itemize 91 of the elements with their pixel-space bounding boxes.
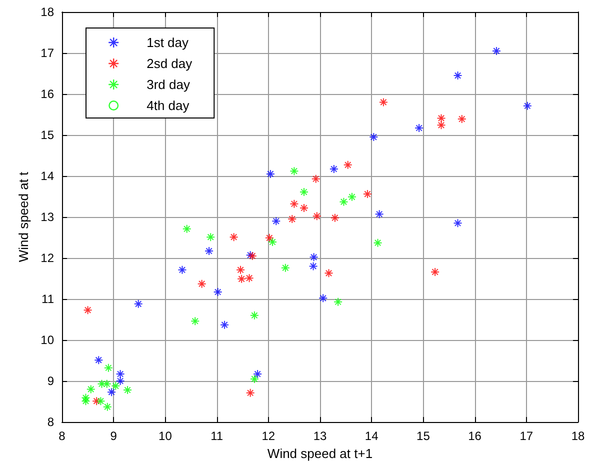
point <box>197 279 206 288</box>
x-tick-label: 12 <box>262 429 276 443</box>
point <box>102 402 112 412</box>
point <box>206 232 216 242</box>
point <box>290 199 299 208</box>
point <box>369 132 378 142</box>
y-tick-label: 14 <box>40 169 54 183</box>
point <box>204 246 214 256</box>
point <box>290 166 299 176</box>
point <box>190 316 200 326</box>
point <box>96 396 106 406</box>
point <box>220 320 230 330</box>
x-tick-label: 17 <box>520 429 534 443</box>
point <box>264 233 274 242</box>
point <box>250 374 259 384</box>
point <box>334 297 343 306</box>
y-tick-label: 9 <box>47 374 54 388</box>
point <box>83 306 92 315</box>
legend-label: 2sd day <box>146 56 193 71</box>
point <box>453 71 462 80</box>
point <box>229 232 238 242</box>
point <box>104 363 113 372</box>
point <box>94 356 104 365</box>
x-tick-label: 13 <box>313 429 327 443</box>
point <box>272 216 281 226</box>
point <box>414 124 424 133</box>
point <box>102 379 112 388</box>
y-tick-label: 13 <box>40 210 54 224</box>
y-tick-label: 10 <box>40 333 54 347</box>
point <box>92 396 102 406</box>
point <box>312 212 322 221</box>
y-tick-label: 18 <box>40 5 54 19</box>
point <box>343 160 352 170</box>
point <box>457 114 466 124</box>
point <box>107 388 116 397</box>
x-tick-label: 9 <box>110 429 118 443</box>
point <box>309 252 318 262</box>
point <box>308 262 318 271</box>
point <box>430 267 440 276</box>
point <box>329 164 338 174</box>
y-tick-label: 16 <box>40 87 54 101</box>
point <box>268 238 278 247</box>
point <box>362 190 372 199</box>
y-tick-label: 15 <box>40 128 54 142</box>
y-tick-label: 8 <box>47 415 54 429</box>
point <box>237 274 246 284</box>
legend-label: 3rd day <box>146 77 190 92</box>
y-tick-label: 12 <box>40 251 54 265</box>
point <box>280 263 290 272</box>
point <box>330 213 340 222</box>
point <box>339 197 348 206</box>
point <box>311 174 320 184</box>
point <box>246 388 255 398</box>
x-tick-label: 11 <box>210 429 224 443</box>
point <box>378 98 388 107</box>
point <box>288 214 297 224</box>
y-axis-title: Wind speed at t <box>16 171 31 262</box>
point <box>373 238 382 248</box>
point <box>522 101 532 110</box>
point <box>111 381 120 390</box>
point <box>253 370 262 379</box>
x-tick-label: 18 <box>571 429 585 443</box>
point <box>123 386 132 395</box>
point <box>81 396 90 406</box>
point <box>134 299 143 308</box>
point <box>492 46 501 56</box>
point <box>453 218 462 228</box>
legend-label: 1st day <box>146 35 190 50</box>
point <box>178 265 187 274</box>
x-axis-title: Wind speed at t+1 <box>267 446 373 461</box>
x-tick-label: 10 <box>158 429 172 443</box>
x-tick-label: 8 <box>58 429 66 443</box>
legend-label: 4th day <box>146 98 190 113</box>
point <box>213 288 222 297</box>
point <box>97 379 106 388</box>
point <box>250 310 259 320</box>
point <box>374 210 384 219</box>
x-tick-label: 15 <box>416 429 430 443</box>
y-tick-label: 11 <box>42 292 54 306</box>
point <box>300 187 309 196</box>
x-tick-label: 16 <box>468 429 482 443</box>
point <box>300 203 309 212</box>
point <box>236 265 246 274</box>
point <box>182 224 192 234</box>
y-tick-label: 17 <box>40 46 54 60</box>
point <box>347 192 356 202</box>
point <box>324 268 334 278</box>
point <box>266 169 275 178</box>
point <box>318 294 328 303</box>
point <box>244 274 254 283</box>
x-tick-label: 14 <box>364 429 379 443</box>
